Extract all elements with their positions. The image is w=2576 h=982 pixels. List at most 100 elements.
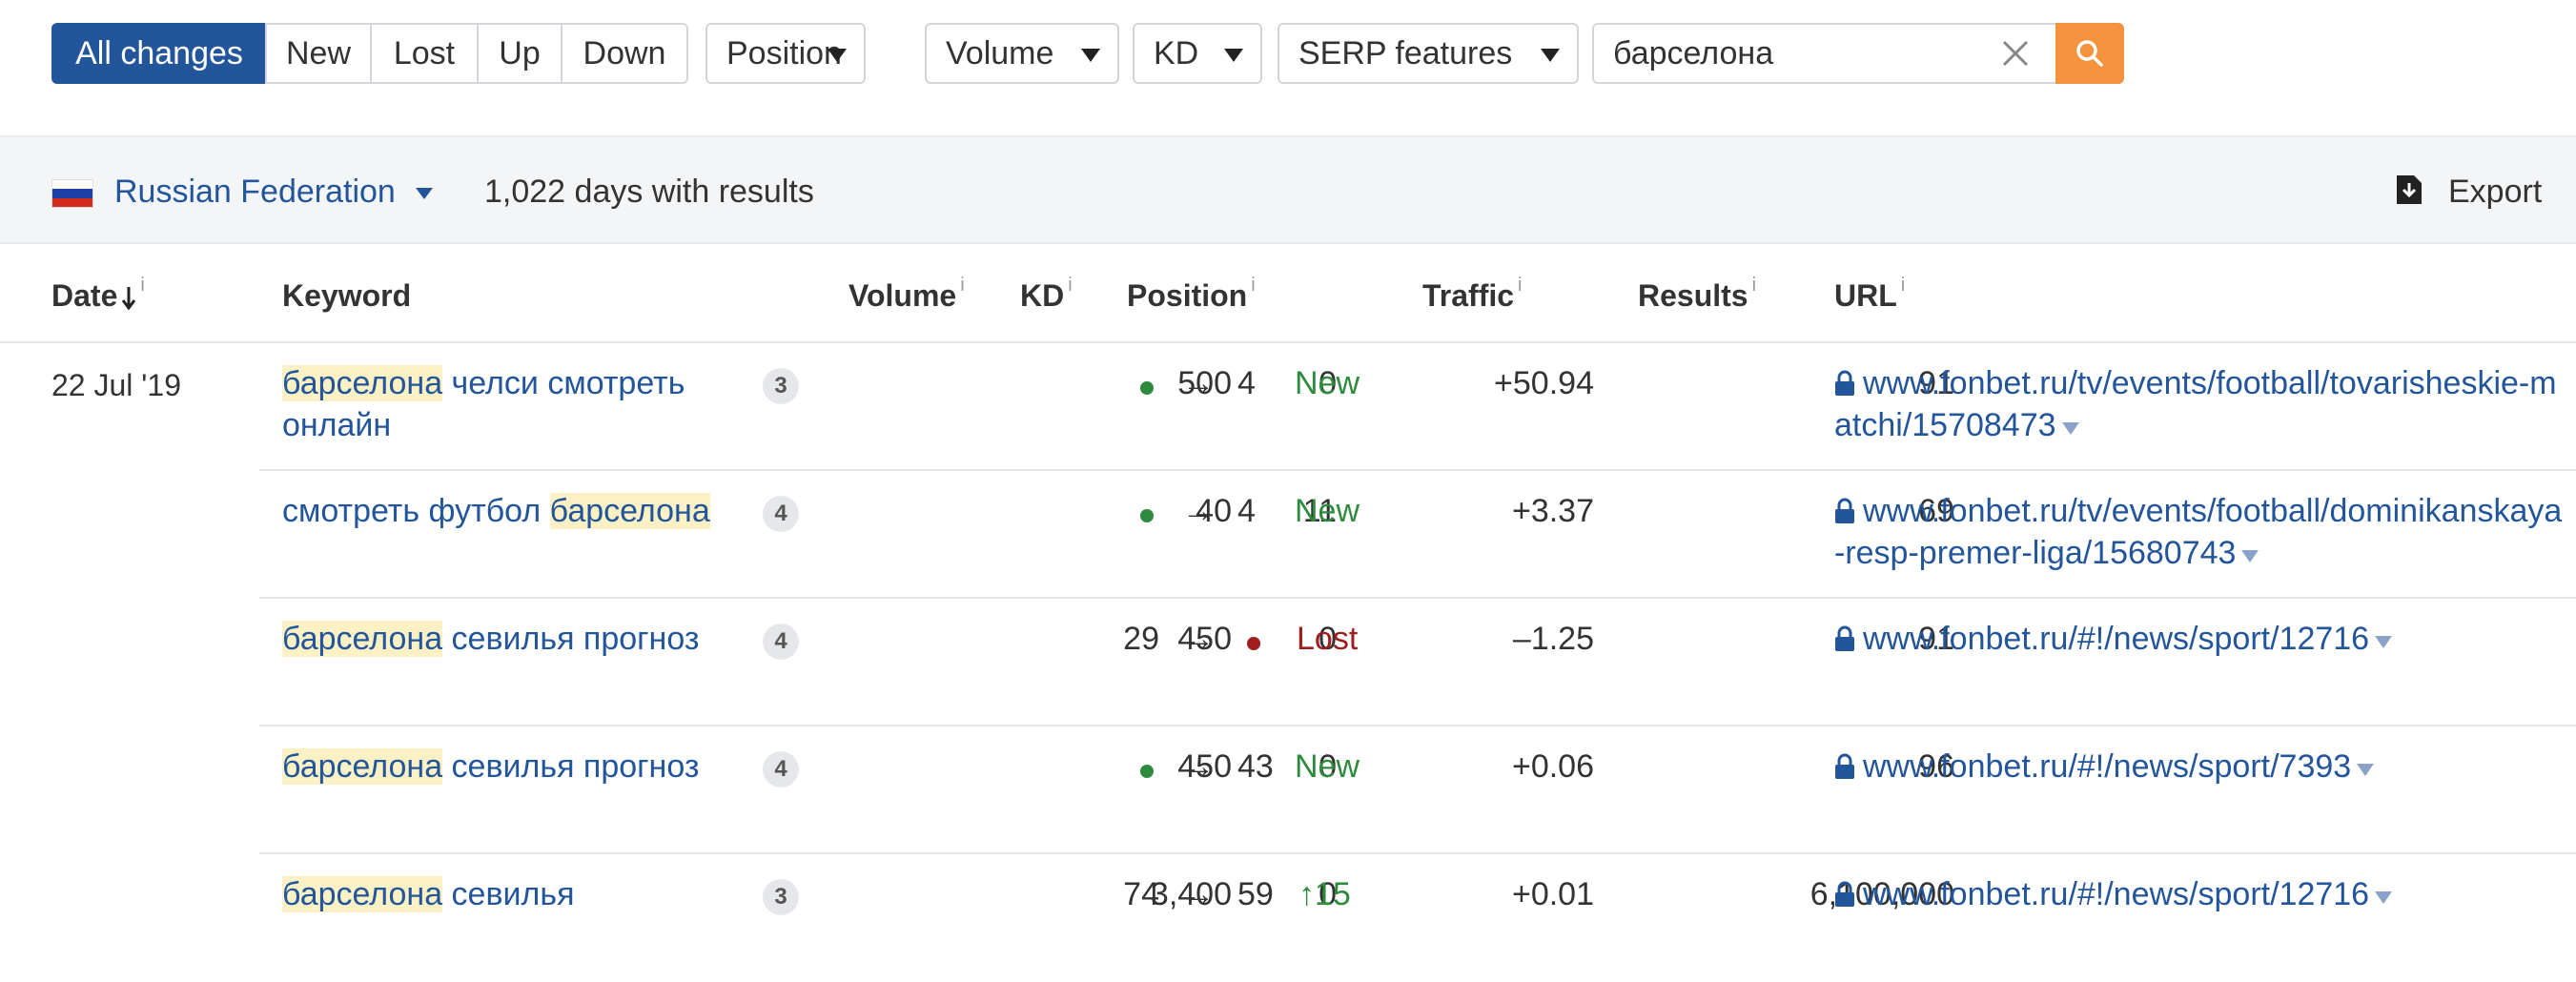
- url-header-label: URL: [1834, 278, 1897, 313]
- table-row: барселона севилья 3 3,400 0 74 → 59 ↑15 …: [259, 854, 2576, 982]
- serp-features-badge[interactable]: 3: [763, 879, 799, 915]
- column-header-results[interactable]: Results i: [1638, 275, 1757, 314]
- not-ranked-dot-icon: [1140, 381, 1154, 395]
- volume-filter-label: Volume: [946, 34, 1054, 72]
- caret-down-icon: [828, 49, 847, 62]
- lock-icon: [1835, 370, 1854, 396]
- keyword-link[interactable]: барселона севилья прогноз: [282, 621, 700, 657]
- segment-new[interactable]: New: [265, 23, 372, 84]
- change-type-segmented-control: All changes New Lost Up Down: [51, 23, 688, 84]
- segment-lost[interactable]: Lost: [370, 23, 479, 84]
- country-bar: Russian Federation 1,022 days with resul…: [0, 135, 2576, 244]
- table-row: барселона челси смотреть онлайн 3 500 0 …: [259, 343, 2576, 471]
- url-dropdown-icon[interactable]: [2375, 891, 2393, 904]
- serp-features-label: SERP features: [1298, 34, 1513, 72]
- country-selector[interactable]: Russian Federation: [114, 174, 396, 210]
- traffic-value: +50.94: [1494, 365, 1594, 401]
- url-link[interactable]: www.fonbet.ru/#!/news/sport/7393: [1834, 746, 2568, 788]
- keyword-link[interactable]: барселона севилья: [282, 876, 575, 912]
- url-link[interactable]: www.fonbet.ru/#!/news/sport/12716: [1834, 873, 2568, 915]
- volume-value: 450: [1177, 621, 1232, 657]
- date-header-label: Date: [51, 278, 118, 313]
- clear-search-icon[interactable]: [1998, 36, 2033, 71]
- kd-value: 0: [1319, 365, 1337, 401]
- keyword-link[interactable]: смотреть футбол барселона: [282, 493, 710, 529]
- position-header-label: Position: [1127, 278, 1248, 313]
- serp-features-badge[interactable]: 3: [763, 368, 799, 404]
- table-row: барселона севилья прогноз 4 450 0 29 → L…: [259, 599, 2576, 726]
- volume-value: 40: [1196, 493, 1232, 529]
- position-arrow: →: [1182, 876, 1215, 912]
- filter-bar: All changes New Lost Up Down Position Vo…: [0, 0, 2576, 135]
- url-dropdown-icon[interactable]: [2375, 636, 2393, 648]
- volume-value: 500: [1177, 365, 1232, 401]
- caret-down-icon: [1081, 49, 1100, 62]
- info-icon[interactable]: i: [1068, 275, 1073, 296]
- position-from-value: 29: [1123, 621, 1159, 657]
- sort-down-icon: [122, 287, 136, 311]
- info-icon[interactable]: i: [1900, 275, 1906, 296]
- lock-icon: [1835, 625, 1854, 651]
- days-with-results: 1,022 days with results: [484, 174, 814, 210]
- serp-features-dropdown[interactable]: SERP features: [1278, 23, 1579, 84]
- keyword-search-input[interactable]: [1613, 32, 1975, 74]
- traffic-header-label: Traffic: [1422, 278, 1515, 313]
- caret-down-icon[interactable]: [416, 188, 433, 199]
- results-value: 69: [1918, 493, 1954, 529]
- column-header-date[interactable]: Date i: [51, 275, 145, 314]
- results-header-label: Results: [1638, 278, 1748, 313]
- serp-features-badge[interactable]: 4: [763, 624, 799, 660]
- kd-header-label: KD: [1020, 278, 1065, 313]
- not-ranked-dot-icon: [1140, 765, 1154, 778]
- column-header-position[interactable]: Position i: [1127, 275, 1256, 314]
- keyword-link[interactable]: барселона севилья прогноз: [282, 748, 700, 785]
- kd-value: 0: [1319, 876, 1337, 912]
- segment-all-changes[interactable]: All changes: [51, 23, 267, 84]
- column-header-kd[interactable]: KD i: [1020, 275, 1073, 314]
- position-to-value: 43: [1237, 748, 1274, 785]
- url-dropdown-icon[interactable]: [2061, 422, 2079, 435]
- position-filter-dropdown[interactable]: Position: [705, 23, 866, 84]
- info-icon[interactable]: i: [1751, 275, 1757, 296]
- traffic-value: +3.37: [1511, 493, 1594, 529]
- info-icon[interactable]: i: [1251, 275, 1256, 296]
- kd-filter-dropdown[interactable]: KD: [1133, 23, 1262, 84]
- lost-dot-icon: [1247, 637, 1260, 650]
- column-header-traffic[interactable]: Traffic i: [1422, 275, 1523, 314]
- position-arrow: →: [1182, 365, 1215, 401]
- url-link[interactable]: www.fonbet.ru/tv/events/football/tovaris…: [1834, 365, 2557, 443]
- info-icon[interactable]: i: [960, 275, 965, 296]
- table-row: смотреть футбол барселона 4 40 11 → 4 Ne…: [259, 471, 2576, 599]
- url-link[interactable]: www.fonbet.ru/tv/events/football/dominik…: [1834, 493, 2563, 571]
- column-header-url: URL i: [1834, 275, 1906, 314]
- traffic-value: +0.06: [1511, 748, 1594, 785]
- position-filter-label: Position: [726, 34, 842, 72]
- header-divider: [0, 341, 2576, 343]
- volume-header-label: Volume: [848, 278, 957, 313]
- table-row: барселона севилья прогноз 4 450 0 → 43 N…: [259, 726, 2576, 854]
- url-link[interactable]: www.fonbet.ru/#!/news/sport/12716: [1834, 618, 2568, 660]
- segment-down[interactable]: Down: [561, 23, 688, 84]
- volume-filter-dropdown[interactable]: Volume: [925, 23, 1119, 84]
- lock-icon: [1835, 498, 1854, 523]
- serp-features-badge[interactable]: 4: [763, 496, 799, 532]
- url-dropdown-icon[interactable]: [2357, 764, 2375, 776]
- serp-features-badge[interactable]: 4: [763, 751, 799, 788]
- volume-value: 3,400: [1150, 876, 1232, 912]
- column-header-volume[interactable]: Volume i: [848, 275, 965, 314]
- position-arrow: →: [1182, 493, 1215, 529]
- position-to-value: 59: [1237, 876, 1274, 912]
- info-icon[interactable]: i: [140, 275, 145, 296]
- url-dropdown-icon[interactable]: [2241, 550, 2259, 563]
- info-icon[interactable]: i: [1518, 275, 1523, 296]
- status-badge: New: [1295, 365, 1360, 401]
- search-button[interactable]: [2055, 23, 2124, 84]
- status-badge: New: [1295, 493, 1360, 529]
- results-value: 6,100,000: [1809, 876, 1954, 912]
- caret-down-icon: [1541, 49, 1560, 62]
- keyword-link[interactable]: барселона челси смотреть онлайн: [282, 365, 685, 443]
- keyword-header-label: Keyword: [282, 278, 412, 313]
- segment-up[interactable]: Up: [477, 23, 562, 84]
- results-value: 96: [1918, 748, 1954, 785]
- export-icon: [2397, 175, 2422, 204]
